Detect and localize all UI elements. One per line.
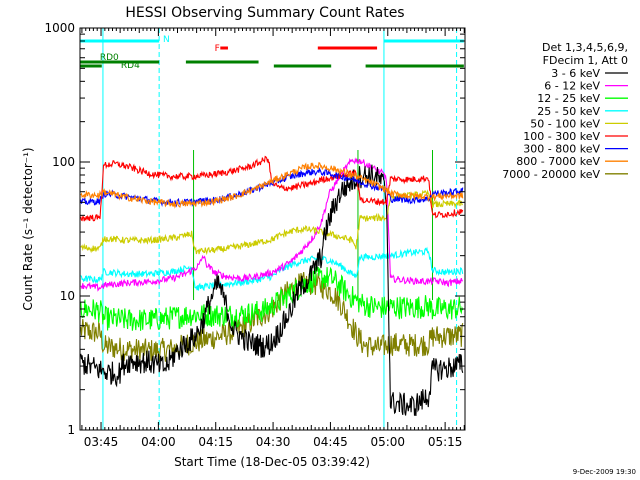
legend-label-6: 300 - 800 keV bbox=[523, 143, 600, 156]
series-line-7 bbox=[80, 162, 464, 209]
series-line-6 bbox=[80, 167, 464, 208]
legend-label-2: 12 - 25 keV bbox=[537, 92, 600, 105]
x-tick-label: 04:30 bbox=[256, 435, 291, 449]
y-tick-label: 1000 bbox=[44, 21, 75, 35]
legend-label-3: 25 - 50 keV bbox=[537, 105, 600, 118]
x-tick-label: 05:00 bbox=[370, 435, 405, 449]
x-tick-label: 04:45 bbox=[313, 435, 348, 449]
legend: Det 1,3,4,5,6,9, FDecim 1, Att 0 3 - 6 k… bbox=[502, 41, 628, 181]
legend-label-4: 50 - 100 keV bbox=[530, 117, 600, 130]
x-axis-label: Start Time (18-Dec-05 03:39:42) bbox=[174, 455, 370, 469]
flag-label-3: RD4 bbox=[121, 61, 140, 71]
x-tick-label: 03:45 bbox=[84, 435, 119, 449]
y-tick-label: 10 bbox=[60, 289, 75, 303]
plot-marks bbox=[80, 28, 464, 430]
y-axis-label: Count Rate (s⁻¹ detector⁻¹) bbox=[21, 147, 35, 310]
series-line-8 bbox=[80, 271, 464, 363]
series-line-5 bbox=[80, 155, 464, 222]
legend-label-7: 800 - 7000 keV bbox=[516, 155, 600, 168]
legend-label-8: 7000 - 20000 keV bbox=[502, 168, 600, 181]
legend-label-1: 6 - 12 keV bbox=[544, 80, 600, 93]
y-tick-label: 100 bbox=[52, 155, 75, 169]
y-tick-label: 1 bbox=[67, 423, 75, 437]
legend-header-line-2: FDecim 1, Att 0 bbox=[543, 54, 628, 67]
x-tick-label: 04:15 bbox=[198, 435, 233, 449]
x-axis: 03:45 04:00 04:15 04:30 04:45 05:00 05:15 bbox=[81, 28, 465, 449]
flag-label-0: N bbox=[163, 35, 170, 45]
legend-header-line-1: Det 1,3,4,5,6,9, bbox=[542, 41, 628, 54]
flag-label-2: RD0 bbox=[100, 53, 119, 63]
legend-label-5: 100 - 300 keV bbox=[523, 130, 600, 143]
x-tick-label: 04:00 bbox=[141, 435, 176, 449]
x-tick-label: 05:15 bbox=[428, 435, 463, 449]
legend-label-0: 3 - 6 keV bbox=[551, 67, 600, 80]
flag-label-1: F bbox=[215, 44, 220, 54]
series-line-0 bbox=[80, 164, 464, 417]
y-axis: 1 10 100 1000 bbox=[44, 21, 465, 437]
series-line-2 bbox=[80, 266, 464, 331]
series-line-1 bbox=[80, 157, 464, 292]
plot-frame bbox=[79, 27, 466, 431]
timestamp: 9-Dec-2009 19:30 bbox=[573, 468, 636, 476]
chart-title: HESSI Observing Summary Count Rates bbox=[125, 5, 404, 21]
